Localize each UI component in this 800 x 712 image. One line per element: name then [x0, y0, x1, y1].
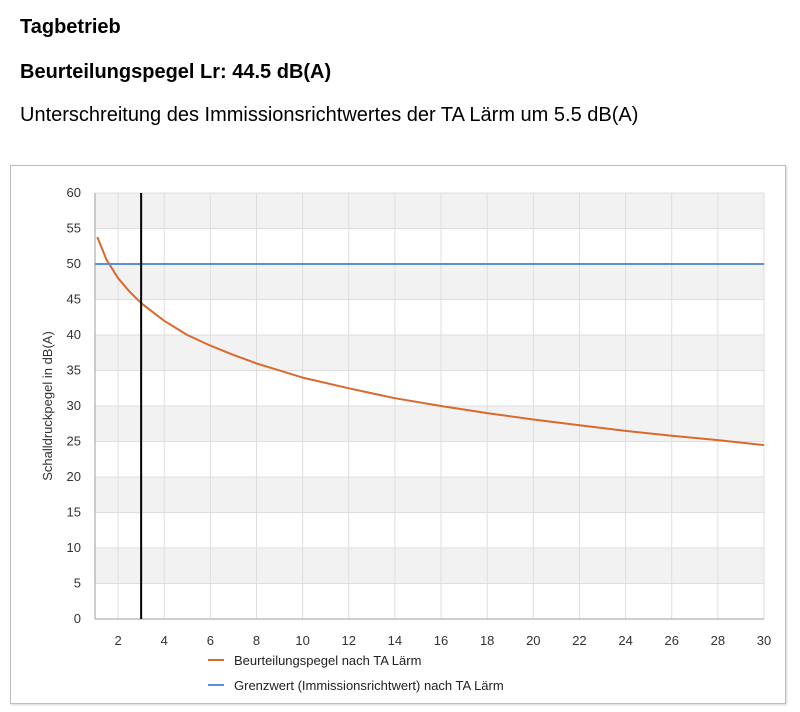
x-tick-label: 8: [253, 633, 260, 648]
y-tick-label: 10: [67, 540, 81, 555]
y-tick-label: 25: [67, 434, 81, 449]
limit-undercut-text: Unterschreitung des Immissionsrichtwerte…: [20, 104, 639, 126]
x-tick-label: 14: [388, 633, 402, 648]
grid-band: [95, 406, 764, 442]
y-tick-label: 55: [67, 221, 81, 236]
x-tick-label: 28: [711, 633, 725, 648]
y-tick-label: 40: [67, 327, 81, 342]
y-tick-label: 20: [67, 469, 81, 484]
y-tick-label: 60: [67, 185, 81, 200]
grid-band: [95, 477, 764, 513]
page-title: Tagbetrieb: [20, 16, 121, 38]
x-tick-label: 4: [161, 633, 168, 648]
x-tick-label: 2: [114, 633, 121, 648]
y-axis-label: Schalldruckpegel in dB(A): [40, 331, 55, 481]
x-tick-label: 26: [664, 633, 678, 648]
grid-band: [95, 335, 764, 371]
x-tick-label: 16: [434, 633, 448, 648]
x-tick-label: 12: [342, 633, 356, 648]
grid-band: [95, 264, 764, 300]
legend-label: Beurteilungspegel nach TA Lärm: [234, 653, 421, 668]
x-tick-label: 24: [618, 633, 632, 648]
y-tick-label: 0: [74, 611, 81, 626]
series-line-1: [96, 236, 765, 447]
y-tick-label: 15: [67, 505, 81, 520]
x-tick-label: 30: [757, 633, 771, 648]
x-tick-label: 20: [526, 633, 540, 648]
y-tick-label: 35: [67, 363, 81, 378]
y-tick-label: 45: [67, 292, 81, 307]
x-tick-label: 18: [480, 633, 494, 648]
x-tick-label: 22: [572, 633, 586, 648]
rating-level-heading: Beurteilungspegel Lr: 44.5 dB(A): [20, 61, 332, 83]
grid-band: [95, 193, 764, 229]
y-tick-label: 30: [67, 398, 81, 413]
y-tick-label: 50: [67, 256, 81, 271]
y-tick-label: 5: [74, 576, 81, 591]
x-tick-label: 10: [295, 633, 309, 648]
grid-band: [95, 548, 764, 584]
legend-label: Grenzwert (Immissionsrichtwert) nach TA …: [234, 678, 504, 693]
x-tick-label: 6: [207, 633, 214, 648]
